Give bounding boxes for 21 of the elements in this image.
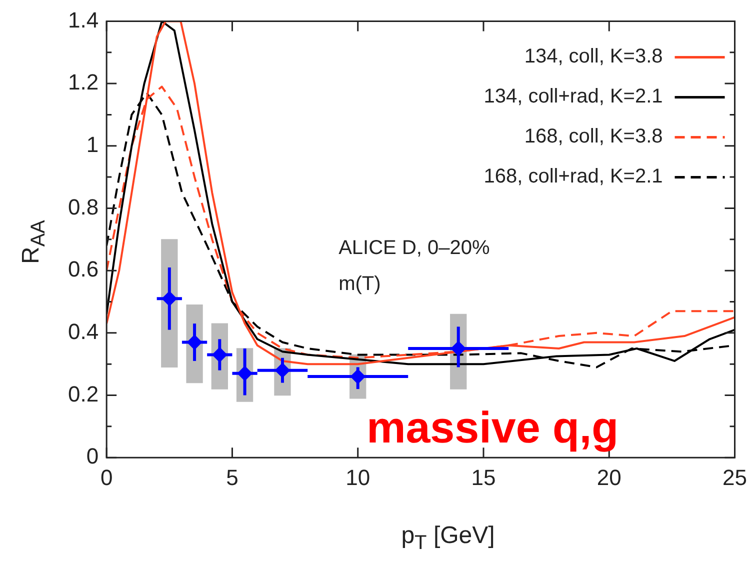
legend-label: 134, coll+rad, K=2.1: [484, 86, 663, 108]
annotation: m(T): [338, 273, 381, 296]
y-tick-label: 1.4: [68, 7, 99, 32]
x-tick-label: 20: [596, 464, 622, 490]
annotation: massive q,g: [366, 404, 618, 453]
y-tick-label: 0.6: [68, 256, 99, 282]
y-tick-label: 0: [86, 444, 99, 469]
legend-label: 134, coll, K=3.8: [524, 46, 663, 68]
x-tick-label: 5: [226, 464, 238, 490]
y-tick-label: 1.2: [68, 70, 99, 95]
x-axis-title: p$_{T}$ [GeV]: [401, 522, 495, 555]
y-tick-label: 0.4: [68, 318, 99, 344]
legend-label: 168, coll, K=3.8: [524, 126, 663, 148]
y-tick-label: 0.2: [68, 381, 99, 406]
y-tick-label: 1: [86, 132, 99, 157]
x-tick-label: 10: [346, 464, 370, 490]
legend-label: 168, coll+rad, K=2.1: [484, 166, 663, 188]
y-tick-label: 0.8: [68, 194, 99, 220]
annotation: ALICE D, 0–20%: [338, 237, 490, 260]
x-tick-label: 15: [471, 464, 496, 490]
x-tick-label: 25: [722, 464, 748, 490]
